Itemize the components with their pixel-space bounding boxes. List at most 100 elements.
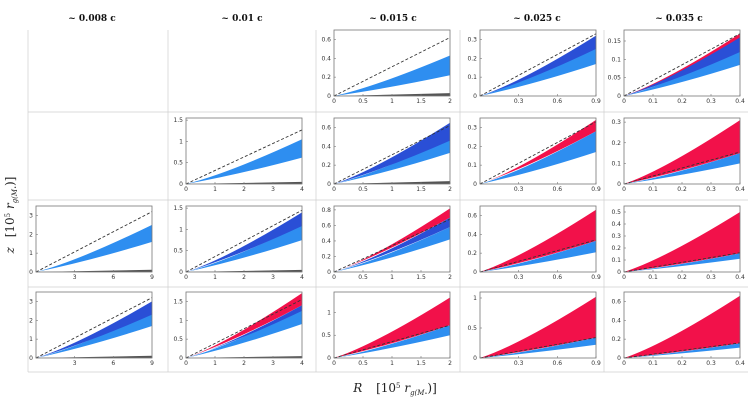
panel-r2c2-xtick-label: 4 [300,186,304,193]
panel-r4c4-ytick-label: 1 [473,295,477,302]
panel-r2c5-xtick-label: 0.4 [735,186,745,193]
panel-r2c2-dashed-line [185,129,303,185]
panel-r4c2-ytick-label: 1 [179,317,183,324]
panel-r1c3-xtick-label: 1 [390,98,394,105]
panel-r2c5-xtick-label: 0.3 [706,186,716,193]
panel-r3c3-xtick-label: 1 [390,274,394,281]
panel-r2c4-ytick-label: 0.1 [467,162,477,169]
panel-r3c3-dashed-line [333,218,451,273]
panel-r3c1-xtick-label: 3 [73,274,77,281]
column-title-3: ~ 0.015 c [369,14,417,24]
panel-r4c5-xtick-label: 0.2 [677,360,687,367]
panel-r4c3-ytick-label: 1 [327,309,331,316]
panel-r4c4-red-band [480,296,596,358]
panel-r4c1-ytick-label: 1 [29,336,33,343]
panel-r1c5-xtick-label: 0.4 [735,98,745,105]
panel-r3c2-xtick-label: 2 [242,274,246,281]
panel-r1c3-xtick-label: 0.5 [358,98,368,105]
panel-r1c5-ytick-label: 0 [617,93,621,100]
panel-r2c2-ytick-label: 0.5 [173,160,183,167]
panel-r3c2: 0 1 2 3 4 0 0.5 1 1.5 [173,205,304,281]
panel-r4c1-xtick-label: 9 [150,360,154,367]
y-axis-label-sub-bullet: • [13,186,19,189]
panel-r3c5-ytick-label: 0 [617,269,621,276]
panel-r2c4-ytick-label: 0.3 [467,124,477,131]
y-axis-label-symbol: z [3,246,17,254]
panel-r1c4: 0.3 0.6 0.9 0 0.1 0.2 0.3 [467,29,601,105]
panel-r4c3-xtick-label: 1.5 [416,360,426,367]
panel-r1c3-ytick-label: 0.2 [321,74,331,81]
panel-r4c5-ytick-label: 0.2 [611,336,621,343]
panel-r3c1-xtick-label: 6 [111,274,115,281]
panel-r3c1-gray-band [36,269,152,272]
column-title-1: ~ 0.008 c [68,14,116,24]
panel-r4c2-xtick-label: 1 [213,360,217,367]
panel-r1c3: 0 0.5 1 1.5 2 0 0.2 0.4 0.6 [321,29,452,105]
panel-r2c3-ytick-label: 0.6 [321,124,331,131]
panel-r1c5-xtick-label: 0 [622,98,626,105]
panel-r3c3-xtick-label: 0.5 [358,274,368,281]
panel-r2c4-ytick-label: 0.2 [467,143,477,150]
panel-r1c4-frame [479,29,597,97]
panel-r3c3-ytick-label: 0.2 [321,253,331,260]
panel-r3c4-frame [479,205,597,273]
panel-r3c4-ytick-label: 0.6 [467,212,477,219]
panel-r1c4-ytick-label: 0 [473,93,477,100]
x-axis-label-close: )] [427,381,436,395]
panel-r2c5: 0 0.1 0.2 0.3 0.4 0 0.1 0.2 0.3 [611,117,745,193]
panel-r4c4-xtick-label: 0.9 [591,360,601,367]
panel-r3c5-ytick-label: 0.3 [611,233,621,240]
panel-r3c3-ytick-label: 0 [327,269,331,276]
panel-r2c3-ytick-label: 0.2 [321,162,331,169]
panel-r3c3: 0 0.5 1 1.5 2 0 0.2 0.4 0.6 0.8 [321,205,452,281]
panel-r3c5-xtick-label: 0.1 [648,274,658,281]
panel-r4c5-xtick-label: 0.4 [735,360,745,367]
panel-r4c5: 0 0.1 0.2 0.3 0.4 0 0.2 0.4 0.6 [611,291,745,367]
panel-r4c5-xtick-label: 0.3 [706,360,716,367]
panel-r3c2-ytick-label: 0 [179,269,183,276]
panel-r4c5-xtick-label: 0.1 [648,360,658,367]
panel-r2c2-xtick-label: 3 [271,186,275,193]
panel-r2c5-ytick-label: 0.1 [611,160,621,167]
panel-r1c4-ytick-label: 0.1 [467,74,477,81]
y-axis-label-units: [10 [3,217,17,237]
panel-r4c2-xtick-label: 4 [300,360,304,367]
panel-r4c1-xtick-label: 6 [111,360,115,367]
panel-r4c4: 0.3 0.6 0.9 0 0.5 1 [467,291,601,367]
panel-r2c2-ytick-label: 0 [179,181,183,188]
panel-r1c4-dashed-line [479,33,597,97]
panel-r4c2-xtick-label: 2 [242,360,246,367]
panel-r3c4-red-band [480,209,596,272]
panel-r1c3-xtick-label: 0 [332,98,336,105]
panel-r4c2: 0 1 2 3 4 0 0.5 1 1.5 [173,291,304,367]
x-axis-label-exp: 5 [396,382,400,390]
y-axis-label-r: r [3,202,17,213]
panel-r1c3-blue-band [334,55,450,96]
panel-r2c2: 0 1 2 3 4 0 0.5 1 1.5 [173,117,304,193]
panel-r4c3-dashed-line [333,324,451,359]
panel-r3c1-ytick-label: 1 [29,250,33,257]
panel-r2c4-xtick-label: 0.3 [514,186,524,193]
panel-r3c2-xtick-label: 1 [213,274,217,281]
panel-r2c2-xtick-label: 1 [213,186,217,193]
panel-r1c5-xtick-label: 0.2 [677,98,687,105]
panel-r3c4-blue-band [480,240,596,272]
y-axis-label: z [105 rg(M•)] [3,177,19,255]
panel-r1c5-ytick-label: 0.05 [608,75,622,82]
panel-r3c1-ytick-label: 3 [29,212,33,219]
panel-r2c4-frame [479,117,597,185]
panel-r2c5-dashed-line [623,151,741,185]
panel-r3c2-ytick-label: 0.5 [173,248,183,255]
panel-r3c3-xtick-label: 2 [448,274,452,281]
panel-r4c4-frame [479,291,597,359]
panel-r4c5-ytick-label: 0.4 [611,317,621,324]
x-axis-label-sub-bullet: • [424,391,427,397]
panel-r1c3-xtick-label: 1.5 [416,98,426,105]
panel-r4c3-xtick-label: 0.5 [358,360,368,367]
panel-r3c3-xtick-label: 1.5 [416,274,426,281]
panel-r4c5-ytick-label: 0 [617,355,621,362]
x-axis-label-units: [10 [376,381,396,395]
panel-r4c1: 3 6 9 0 1 2 3 [29,291,154,367]
panel-r4c2-ytick-label: 1.5 [173,298,183,305]
